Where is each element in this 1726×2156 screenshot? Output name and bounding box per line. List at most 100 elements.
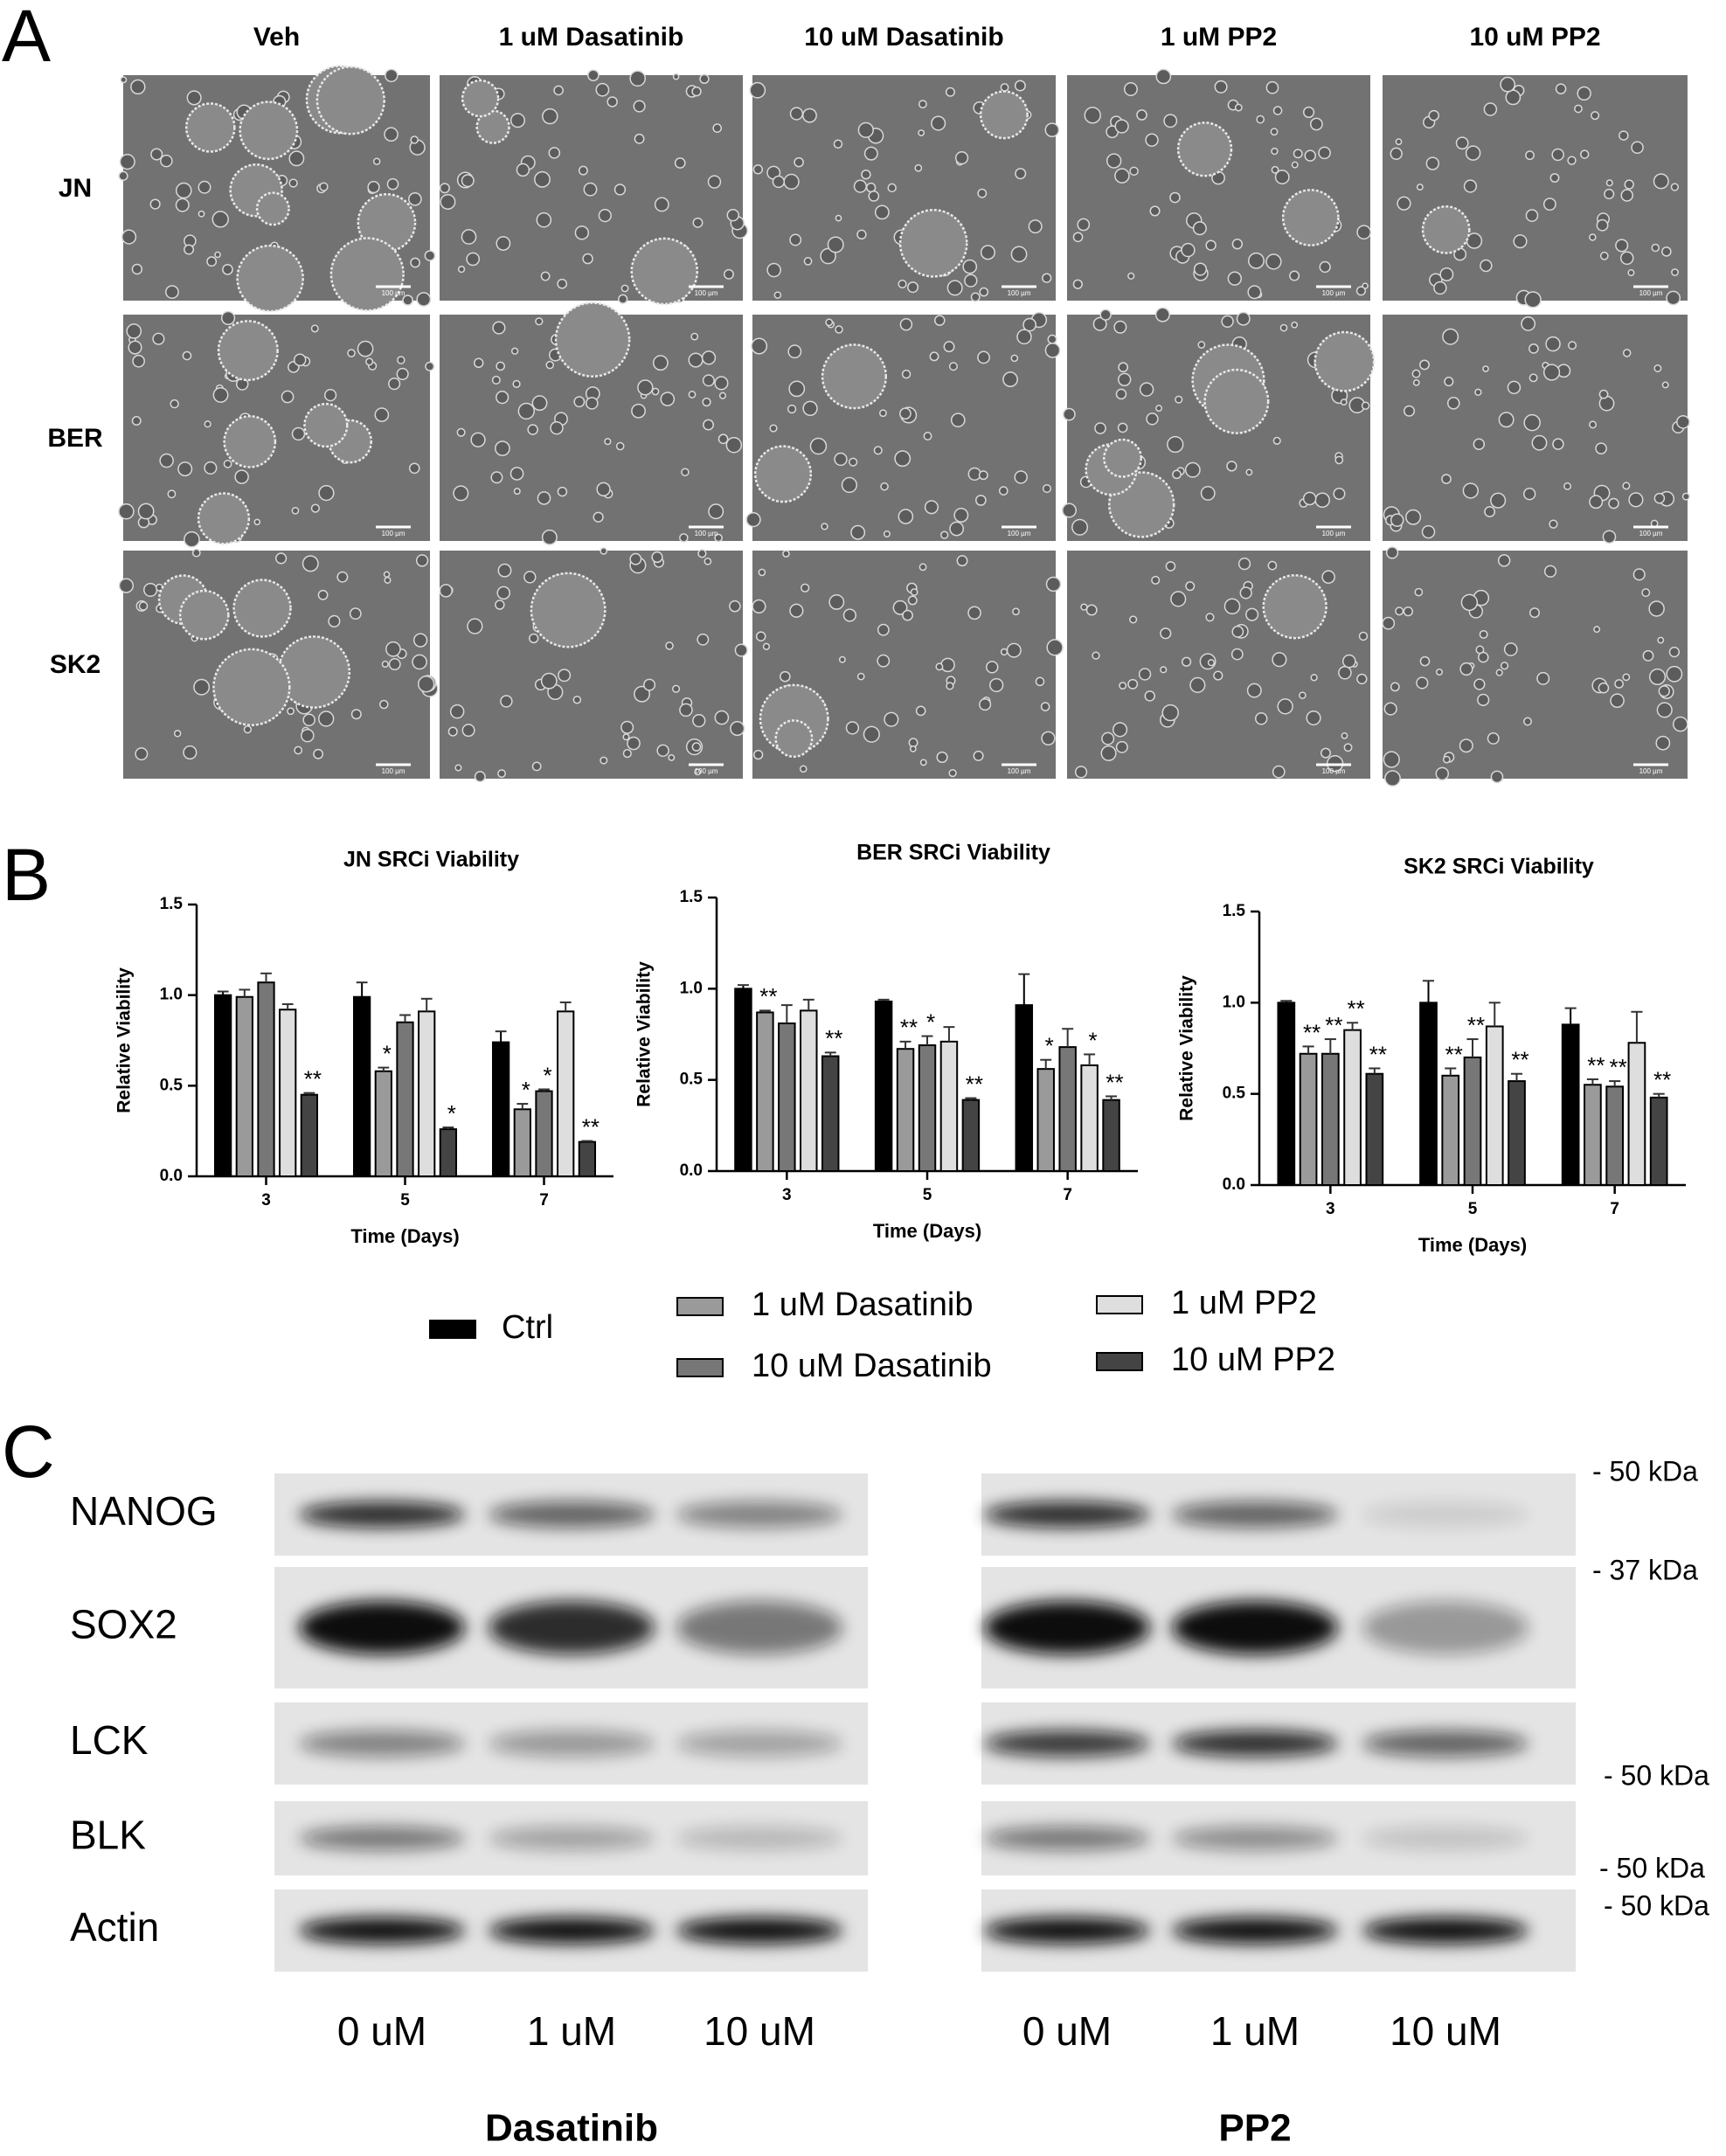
cell [350, 709, 362, 720]
cell [879, 409, 887, 418]
cell [291, 426, 306, 441]
y-axis-label: Relative Viability [634, 961, 655, 1107]
cell [1383, 751, 1400, 768]
cell [466, 252, 481, 267]
cell [1549, 173, 1560, 183]
y-tick-label: 1.0 [1223, 993, 1245, 1011]
cell [1528, 343, 1539, 354]
cell [637, 379, 654, 396]
colony [197, 492, 251, 545]
cell [1671, 268, 1679, 276]
cell [204, 461, 218, 475]
concentration-label: 10 uM [1390, 2008, 1501, 2054]
significance: ** [759, 983, 777, 1009]
cell [1172, 469, 1182, 480]
cell [622, 733, 630, 741]
error-bar [281, 1003, 294, 1010]
cell [702, 374, 715, 387]
bar [1627, 1042, 1646, 1186]
cell [1114, 168, 1130, 184]
cell [979, 698, 992, 711]
cell [447, 726, 458, 737]
cell [1523, 413, 1541, 432]
bar [439, 1128, 458, 1178]
cell [874, 205, 890, 220]
cell [1552, 438, 1564, 450]
cell [857, 121, 874, 138]
x-axis-label: Time (Days) [1418, 1234, 1527, 1256]
bar [513, 1108, 531, 1177]
y-tick-label: 0.5 [1223, 1085, 1246, 1103]
cell [809, 437, 828, 455]
significance: ** [1445, 1041, 1463, 1067]
cell [899, 407, 912, 420]
cell [1435, 669, 1443, 676]
cell [651, 551, 663, 564]
cell [1610, 693, 1625, 709]
cell [1306, 710, 1321, 726]
cell [980, 245, 995, 260]
scale-bar-label: 100 µm [695, 767, 718, 775]
cell [1227, 271, 1243, 286]
bar [1649, 1096, 1668, 1186]
cell [1439, 267, 1454, 281]
cell [1477, 693, 1490, 706]
concentration-label: 0 uM [1022, 2008, 1112, 2054]
cell [690, 332, 699, 341]
cell [691, 87, 702, 97]
cell [1442, 328, 1459, 345]
cell [383, 571, 391, 578]
cell [1279, 323, 1288, 332]
cell [513, 488, 521, 496]
column-header: Veh [253, 23, 300, 52]
cell [967, 606, 981, 620]
cell [596, 482, 611, 496]
cell [1653, 364, 1662, 372]
row-label: BER [47, 424, 103, 453]
cell [618, 294, 628, 304]
blot-band [1172, 1730, 1338, 1757]
y-tick-label: 1.0 [160, 986, 183, 1004]
blot-band [299, 1826, 465, 1851]
cell [634, 685, 650, 703]
cell [861, 170, 871, 180]
cell [461, 229, 477, 245]
cell [631, 403, 646, 419]
cell [121, 229, 137, 245]
cell [1425, 156, 1440, 170]
cell [1129, 615, 1138, 624]
cell [1653, 492, 1666, 504]
legend-label: 10 uM Dasatinib [752, 1348, 992, 1384]
cell [833, 139, 843, 149]
cell [184, 244, 195, 255]
cell [1223, 598, 1241, 615]
cell [1477, 651, 1489, 663]
cell [386, 177, 399, 191]
cell [725, 437, 743, 454]
cell [1465, 145, 1481, 161]
cell [1234, 103, 1243, 112]
cell [456, 427, 466, 437]
cell [1271, 165, 1279, 174]
y-tick-label: 1.5 [160, 895, 184, 913]
bar [1584, 1084, 1602, 1186]
cell [734, 643, 748, 657]
cell [1333, 487, 1346, 501]
cell [924, 500, 939, 515]
error-bar [1609, 1080, 1621, 1087]
cell [1595, 442, 1607, 454]
cell [206, 256, 218, 267]
scale-bar-label: 100 µm [695, 530, 718, 537]
cell [634, 133, 645, 144]
colony [232, 579, 292, 638]
cell [703, 419, 714, 431]
cell [1291, 321, 1299, 329]
cell [396, 367, 409, 381]
cell [1480, 259, 1493, 273]
cell [1299, 691, 1307, 699]
y-tick-label: 1.0 [680, 979, 703, 997]
error-bar [420, 997, 433, 1012]
micrograph: 100 µm [440, 302, 743, 545]
cell [516, 163, 530, 177]
